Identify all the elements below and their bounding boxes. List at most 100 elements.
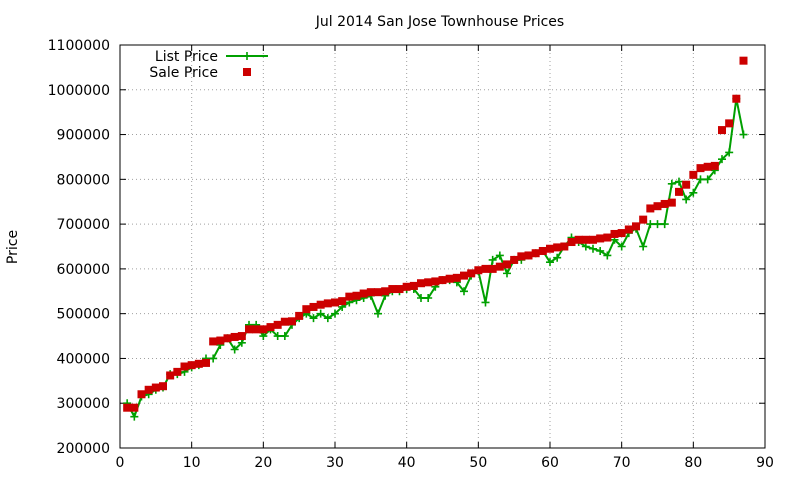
sale-price-point (409, 281, 418, 290)
list-price-point (309, 314, 318, 323)
sale-price-point (624, 225, 633, 234)
list-price-point (581, 242, 590, 251)
list-price-point (209, 354, 218, 363)
sale-price-point (474, 266, 483, 275)
sale-price-point (589, 235, 597, 244)
sale-price-point (431, 277, 440, 286)
list-price-point (725, 148, 734, 157)
sale-price-point (180, 362, 189, 371)
y-axis-label: Price (5, 230, 21, 264)
sale-price-point (395, 285, 404, 294)
sale-price-point (517, 252, 526, 261)
x-tick-label: 70 (613, 455, 631, 471)
sale-price-point (381, 287, 390, 296)
sale-price-point (510, 255, 519, 264)
list-price-point (667, 179, 676, 188)
sale-price-point (280, 317, 289, 326)
list-price-point (639, 242, 648, 251)
sale-price-point (388, 285, 397, 294)
sale-price-point (209, 337, 218, 346)
list-price-point (424, 293, 433, 302)
y-tick-label: 800000 (57, 172, 110, 188)
sale-price-point (481, 264, 490, 273)
sale-price-point (639, 215, 648, 224)
sale-price-point (359, 289, 368, 298)
list-price-point (495, 251, 504, 260)
x-tick-label: 60 (541, 455, 559, 471)
list-price-point (374, 309, 382, 318)
sale-price-point (194, 359, 203, 368)
sale-price-point (130, 403, 139, 412)
y-tick-label: 500000 (57, 307, 110, 323)
y-tick-label: 900000 (57, 128, 110, 144)
sale-price-point (338, 297, 347, 306)
series-line-list-price (126, 97, 745, 418)
x-tick-label: 50 (469, 455, 487, 471)
sale-price-point (123, 403, 132, 412)
sale-price-point (216, 336, 225, 345)
sale-price-point (617, 229, 626, 238)
x-tick-label: 0 (116, 455, 125, 471)
sale-price-point (173, 367, 182, 376)
sale-price-point (524, 251, 533, 260)
y-tick-label: 200000 (57, 441, 110, 457)
sale-price-point (273, 320, 282, 329)
y-tick-labels: 200000 300000 400000 500000 600000 700000 8000… (48, 38, 110, 457)
list-price-point (596, 246, 605, 255)
y-tick-label: 1000000 (48, 83, 110, 99)
sale-price-point (560, 242, 569, 251)
sale-price-point (682, 180, 691, 189)
list-price-point (653, 220, 662, 229)
sale-price-point (567, 238, 576, 247)
sale-price-point (610, 229, 619, 238)
sale-price-point (488, 264, 497, 273)
x-tick-label: 30 (326, 455, 344, 471)
x-tick-label: 80 (684, 455, 702, 471)
sale-price-point (295, 311, 304, 320)
sale-price-point (495, 262, 504, 271)
sale-price-point (467, 269, 476, 278)
legend-marker-list-price (243, 52, 251, 60)
list-price-point (481, 298, 490, 307)
sale-price-point (581, 235, 590, 244)
sale-price-point (553, 243, 562, 252)
sale-price-point (331, 298, 339, 307)
x-tick-label: 90 (756, 455, 774, 471)
sale-price-point (316, 300, 325, 309)
sale-price-point (660, 199, 669, 208)
sale-price-point (245, 325, 253, 334)
sale-price-point (739, 56, 748, 65)
list-price-point (460, 287, 468, 296)
y-tick-label: 600000 (57, 262, 110, 278)
sale-price-point (159, 382, 167, 391)
sale-price-point (151, 383, 160, 392)
list-price-point (682, 195, 691, 204)
legend-marker-sale-price (243, 68, 251, 76)
sale-price-point (632, 222, 640, 231)
x-tick-labels: 0 10 20 30 40 50 60 70 80 90 (116, 455, 774, 471)
sale-price-point (424, 278, 433, 287)
series-sale-price (123, 56, 748, 412)
list-price-point (273, 332, 282, 341)
list-price-point (696, 175, 705, 184)
chart-title: Jul 2014 San Jose Townhouse Prices (315, 14, 564, 30)
sale-price-point (452, 273, 461, 282)
list-price-point (603, 251, 612, 260)
x-tick-label: 20 (254, 455, 272, 471)
sale-price-point (603, 233, 612, 242)
sale-price-point (266, 323, 275, 332)
list-price-point (703, 175, 712, 184)
sale-price-point (703, 162, 712, 171)
sale-price-point (460, 271, 468, 280)
list-price-point (280, 332, 289, 341)
legend: List Price Sale Price (149, 49, 268, 81)
axis-ticks (119, 44, 766, 449)
list-price-point (503, 269, 511, 278)
sale-price-point (531, 249, 540, 258)
sale-price-point (302, 305, 311, 314)
sale-price-point (732, 94, 741, 103)
sale-price-point (202, 358, 210, 367)
plot-frame (119, 44, 766, 449)
sale-price-point (237, 332, 246, 341)
